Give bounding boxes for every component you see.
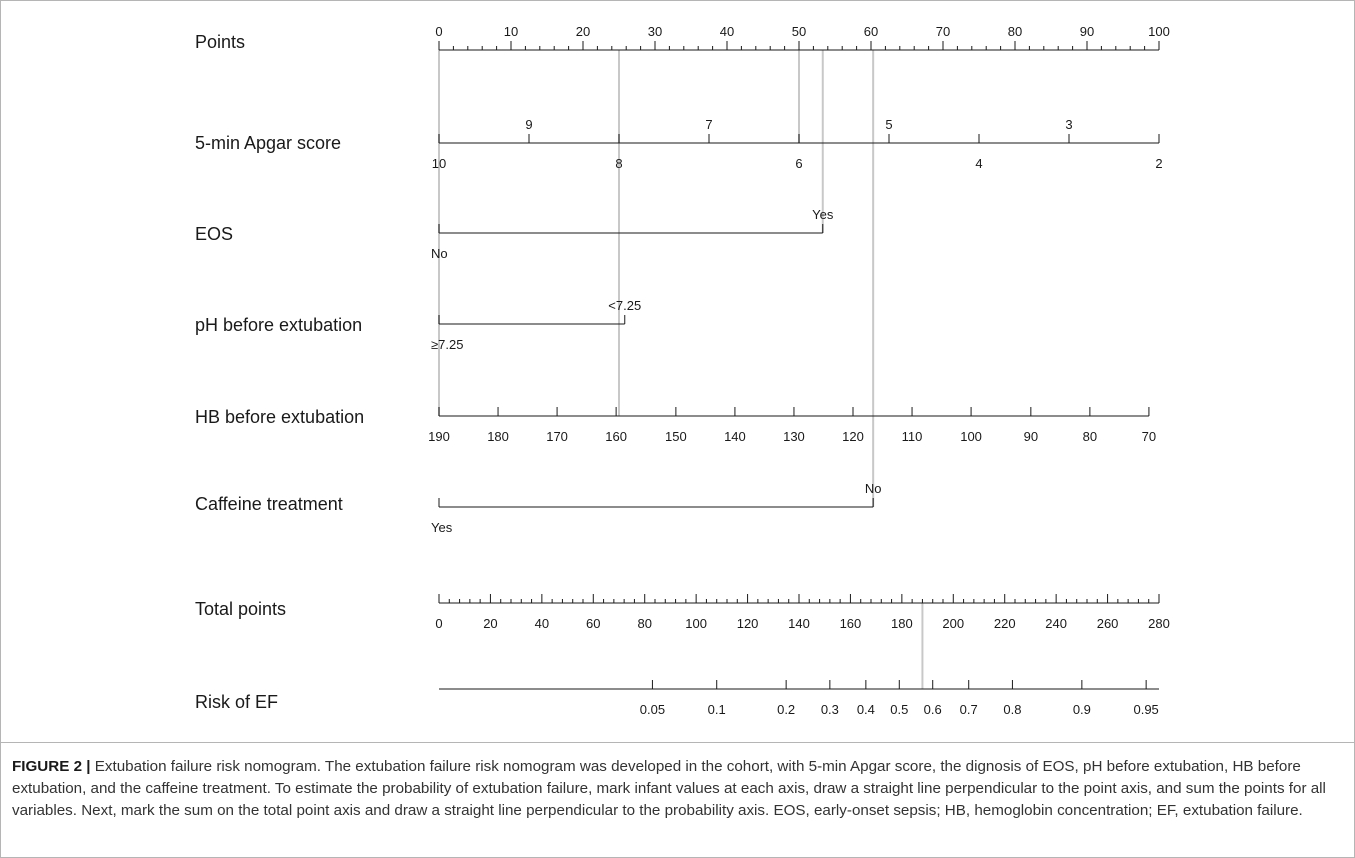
tick-label-apgar-b3: 4 — [975, 156, 982, 171]
axis-label-risk: Risk of EF — [195, 692, 278, 712]
tick-label-total-b12: 240 — [1045, 616, 1067, 631]
tick-label-hb-b0: 190 — [428, 429, 450, 444]
axis-label-ph: pH before extubation — [195, 315, 362, 335]
tick-label-ph-b0: ≥7.25 — [431, 337, 463, 352]
figure-label: FIGURE 2 | — [12, 758, 91, 775]
tick-label-apgar-b1: 8 — [615, 156, 622, 171]
tick-label-points-7: 70 — [936, 24, 950, 39]
axis-total: Total points 0 20 40 60 80 100 120 140 160 180 200 2… — [195, 594, 1170, 631]
tick-label-risk-b6: 0.6 — [924, 702, 942, 717]
axis-risk: Risk of EF 0.05 0.1 0.2 0.3 0.4 0.5 0.6 0.7 0.8 0.… — [195, 680, 1159, 717]
tick-label-total-b13: 260 — [1097, 616, 1119, 631]
axis-ph: pH before extubation <7.25 ≥7.25 — [195, 298, 641, 352]
guide-lines — [438, 50, 924, 689]
tick-label-points-1: 10 — [504, 24, 518, 39]
tick-label-risk-b3: 0.3 — [821, 702, 839, 717]
tick-label-eos-b0: No — [431, 246, 448, 261]
tick-label-hb-b3: 160 — [605, 429, 627, 444]
tick-label-total-b8: 160 — [840, 616, 862, 631]
tick-label-points-9: 90 — [1080, 24, 1094, 39]
tick-label-eos-0: Yes — [812, 207, 834, 222]
tick-label-total-b11: 220 — [994, 616, 1016, 631]
tick-label-hb-b10: 90 — [1024, 429, 1038, 444]
tick-label-caffeine-b0: Yes — [431, 520, 453, 535]
axis-label-apgar: 5-min Apgar score — [195, 133, 341, 153]
tick-label-apgar-0: 9 — [525, 117, 532, 132]
tick-label-total-b1: 20 — [483, 616, 497, 631]
tick-label-ph-0: <7.25 — [608, 298, 641, 313]
tick-label-risk-b5: 0.5 — [890, 702, 908, 717]
figure-caption: FIGURE 2 | Extubation failure risk nomog… — [12, 756, 1342, 822]
tick-label-points-4: 40 — [720, 24, 734, 39]
tick-label-risk-b0: 0.05 — [640, 702, 665, 717]
tick-label-apgar-b2: 6 — [795, 156, 802, 171]
tick-label-risk-b8: 0.8 — [1003, 702, 1021, 717]
axis-hb: HB before extubation 190 180 170 160 150 140 13… — [195, 407, 1156, 444]
tick-label-total-b0: 0 — [435, 616, 442, 631]
tick-label-hb-b6: 130 — [783, 429, 805, 444]
axis-label-eos: EOS — [195, 224, 233, 244]
tick-label-total-b3: 60 — [586, 616, 600, 631]
tick-label-risk-b2: 0.2 — [777, 702, 795, 717]
axis-apgar: 5-min Apgar score 9 7 5 3 10 8 6 4 2 — [195, 117, 1163, 171]
caption-divider — [1, 742, 1354, 743]
tick-label-hb-b11: 80 — [1083, 429, 1097, 444]
tick-label-apgar-b4: 2 — [1155, 156, 1162, 171]
tick-label-points-8: 80 — [1008, 24, 1022, 39]
axis-caffeine: Caffeine treatment No Yes — [195, 481, 881, 535]
tick-label-hb-b2: 170 — [546, 429, 568, 444]
tick-label-total-b5: 100 — [685, 616, 707, 631]
tick-label-risk-b9: 0.9 — [1073, 702, 1091, 717]
tick-label-hb-b4: 150 — [665, 429, 687, 444]
tick-label-hb-b12: 70 — [1142, 429, 1156, 444]
tick-label-total-b4: 80 — [637, 616, 651, 631]
axis-label-total: Total points — [195, 599, 286, 619]
tick-label-hb-b5: 140 — [724, 429, 746, 444]
axis-eos: EOS Yes No — [195, 207, 834, 261]
tick-label-risk-b4: 0.4 — [857, 702, 875, 717]
tick-label-apgar-b0: 10 — [432, 156, 446, 171]
tick-label-total-b9: 180 — [891, 616, 913, 631]
tick-label-total-b6: 120 — [737, 616, 759, 631]
axis-label-points: Points — [195, 32, 245, 52]
tick-label-hb-b8: 110 — [902, 429, 923, 444]
tick-label-risk-b7: 0.7 — [960, 702, 978, 717]
tick-label-apgar-2: 5 — [885, 117, 892, 132]
tick-label-points-5: 50 — [792, 24, 806, 39]
axis-points: Points 0 10 20 30 40 50 60 70 80 90 100 — [195, 24, 1170, 52]
tick-label-caffeine-0: No — [865, 481, 882, 496]
tick-label-points-10: 100 — [1148, 24, 1170, 39]
tick-label-hb-b9: 100 — [960, 429, 982, 444]
tick-label-risk-b10: 0.95 — [1133, 702, 1158, 717]
tick-label-total-b10: 200 — [942, 616, 964, 631]
tick-label-apgar-3: 3 — [1065, 117, 1072, 132]
tick-label-points-6: 60 — [864, 24, 878, 39]
tick-label-risk-b1: 0.1 — [708, 702, 726, 717]
tick-label-points-3: 30 — [648, 24, 662, 39]
tick-label-total-b14: 280 — [1148, 616, 1170, 631]
caption-text: Extubation failure risk nomogram. The ex… — [12, 758, 1326, 819]
tick-label-total-b7: 140 — [788, 616, 810, 631]
tick-label-total-b2: 40 — [535, 616, 549, 631]
tick-label-points-2: 20 — [576, 24, 590, 39]
tick-label-hb-b1: 180 — [487, 429, 509, 444]
axis-label-hb: HB before extubation — [195, 407, 364, 427]
axis-label-caffeine: Caffeine treatment — [195, 494, 343, 514]
tick-label-hb-b7: 120 — [842, 429, 864, 444]
tick-label-apgar-1: 7 — [705, 117, 712, 132]
tick-label-points-0: 0 — [435, 24, 442, 39]
